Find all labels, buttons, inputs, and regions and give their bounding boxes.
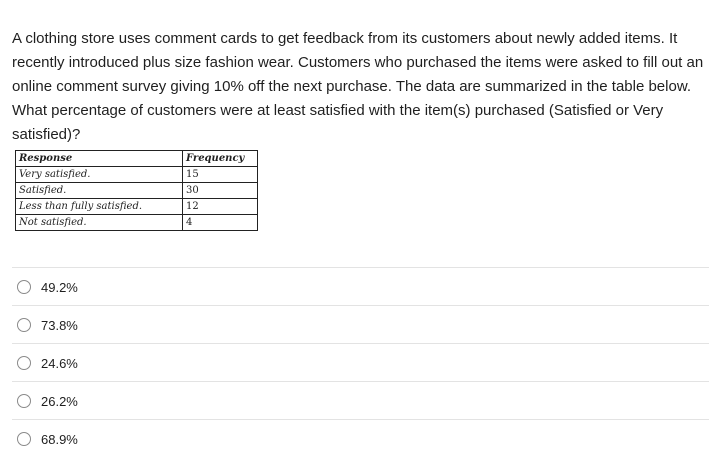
header-frequency: Frequency [182, 150, 258, 167]
question-text: A clothing store uses comment cards to g… [12, 30, 704, 143]
radio-button[interactable] [17, 280, 31, 294]
frequency-cell: 12 [182, 198, 258, 215]
table-row: Less than fully satisfied. 12 [15, 198, 258, 215]
header-response: Response [15, 150, 183, 167]
answer-option[interactable]: 24.6% [12, 343, 709, 382]
option-label[interactable]: 68.9% [41, 431, 78, 447]
option-label[interactable]: 49.2% [41, 279, 78, 295]
response-cell: Not satisfied. [15, 214, 183, 231]
option-label[interactable]: 26.2% [41, 393, 78, 409]
option-label[interactable]: 73.8% [41, 317, 78, 333]
radio-button[interactable] [17, 356, 31, 370]
table-row: Very satisfied. 15 [15, 166, 258, 183]
radio-button[interactable] [17, 318, 31, 332]
frequency-cell: 4 [182, 214, 258, 231]
radio-button[interactable] [17, 394, 31, 408]
table-row: Not satisfied. 4 [15, 214, 258, 231]
option-label[interactable]: 24.6% [41, 355, 78, 371]
radio-button[interactable] [17, 432, 31, 446]
answer-option[interactable]: 68.9% [12, 419, 709, 458]
frequency-cell: 15 [182, 166, 258, 183]
response-cell: Very satisfied. [15, 166, 183, 183]
frequency-table: Response Frequency Very satisfied. 15 Sati… [15, 150, 258, 231]
answer-option[interactable]: 26.2% [12, 381, 709, 420]
response-cell: Satisfied. [15, 182, 183, 199]
frequency-cell: 30 [182, 182, 258, 199]
answer-option[interactable]: 49.2% [12, 267, 709, 306]
table-row: Satisfied. 30 [15, 182, 258, 199]
response-cell: Less than fully satisfied. [15, 198, 183, 215]
answer-option[interactable]: 73.8% [12, 305, 709, 344]
